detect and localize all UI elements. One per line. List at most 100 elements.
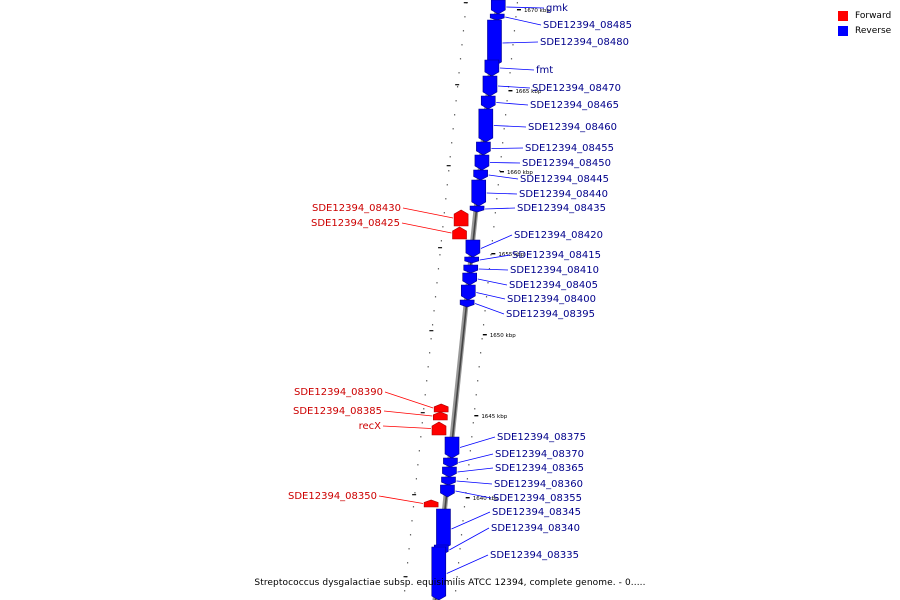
gene-leader-SDE12394_08385 <box>383 410 433 417</box>
gene-arrow-SDE12394_08480 <box>487 19 502 67</box>
gene-arrow-SDE12394_08445 <box>473 169 488 181</box>
gene-label-SDE12394_08470: SDE12394_08470 <box>532 83 621 94</box>
legend: Forward Reverse <box>838 8 891 38</box>
tick-dot-left <box>430 338 432 340</box>
gene-leader-SDE12394_08365 <box>457 467 494 473</box>
gene-arrow-SDE12394_08385 <box>433 411 448 421</box>
tick-dot-left <box>458 72 460 74</box>
gene-leader-SDE12394_08480 <box>502 41 539 44</box>
tick-dot-left <box>440 240 442 242</box>
gene-arrow-SDE12394_08375 <box>444 436 460 459</box>
gene-label-fmt: fmt <box>536 65 553 76</box>
scale-label: 1645 kbp <box>481 414 507 420</box>
tick-major-left <box>463 2 468 4</box>
tick-dot-right <box>484 310 486 312</box>
scale-tick <box>482 334 487 336</box>
gene-leader-SDE12394_08395 <box>474 303 505 315</box>
gene-arrow-SDE12394_08485 <box>489 13 505 21</box>
tick-dot-right <box>487 282 489 284</box>
scale-tick <box>499 171 504 173</box>
tick-dot-left <box>417 464 419 466</box>
tick-dot-right <box>459 548 461 550</box>
tick-dot-left <box>445 198 447 200</box>
tick-major-left <box>420 412 425 414</box>
tick-major-left <box>429 330 434 332</box>
gene-arrow-SDE12394_08460 <box>478 108 494 143</box>
scale-tick <box>465 497 470 499</box>
gene-label-SDE12394_08345: SDE12394_08345 <box>492 507 581 518</box>
gene-leader-SDE12394_08360 <box>456 480 493 485</box>
tick-dot-right <box>481 338 483 340</box>
tick-dot-left <box>429 352 431 354</box>
tick-dot-left <box>443 212 445 214</box>
tick-dot-right <box>466 478 469 480</box>
gene-label-SDE12394_08425: SDE12394_08425 <box>311 218 400 229</box>
gene-arrow-fmt <box>484 59 500 77</box>
scale-label: 1650 kbp <box>490 333 516 339</box>
tick-dot-left <box>452 128 454 130</box>
tick-dot-right <box>472 422 474 424</box>
gene-leader-recX <box>382 425 432 429</box>
tick-dot-left <box>464 16 466 18</box>
legend-forward: Forward <box>838 8 891 23</box>
gene-label-SDE12394_08375: SDE12394_08375 <box>497 432 586 443</box>
legend-reverse: Reverse <box>838 23 891 38</box>
gene-leader-SDE12394_08415 <box>479 254 511 261</box>
tick-dot-left <box>411 520 413 522</box>
tick-dot-right <box>482 324 485 326</box>
gene-arrow-SDE12394_08470 <box>482 75 498 97</box>
gene-arrow-SDE12394_08425 <box>452 226 467 240</box>
tick-dot-left <box>426 380 428 382</box>
tick-dot-right <box>478 366 480 368</box>
tick-dot-right <box>510 58 513 60</box>
genome-caption: Streptococcus dysgalactiae subsp. equisi… <box>254 578 646 588</box>
gene-arrow-SDE12394_08410 <box>463 264 479 274</box>
tick-dot-right <box>491 240 493 242</box>
gene-label-SDE12394_08400: SDE12394_08400 <box>507 294 596 305</box>
gene-label-SDE12394_08455: SDE12394_08455 <box>525 143 614 154</box>
tick-dot-left <box>449 156 451 158</box>
gene-label-SDE12394_08340: SDE12394_08340 <box>491 523 580 534</box>
gene-leader-SDE12394_08370 <box>458 453 494 463</box>
gene-arrow-SDE12394_08345 <box>436 508 451 550</box>
tick-dot-left <box>434 296 437 298</box>
gene-arrow-SDE12394_08440 <box>471 179 487 207</box>
tick-dot-right <box>503 128 505 130</box>
gene-label-SDE12394_08450: SDE12394_08450 <box>522 158 611 169</box>
gene-leader-SDE12394_08410 <box>478 268 509 271</box>
tick-major-left <box>438 247 443 249</box>
tick-dot-left <box>406 562 409 564</box>
tick-dot-right <box>463 506 466 508</box>
scale-label: 1655 kbp <box>498 252 524 258</box>
tick-dot-right <box>488 268 491 270</box>
gene-arrow-SDE12394_08435 <box>469 205 485 213</box>
scale-tick <box>508 90 513 92</box>
gene-label-SDE12394_08465: SDE12394_08465 <box>530 100 619 111</box>
legend-reverse-label: Reverse <box>855 25 892 36</box>
tick-dot-left <box>442 226 444 228</box>
gene-leader-SDE12394_08445 <box>488 174 519 180</box>
tick-major-left <box>403 576 408 578</box>
tick-dot-right <box>502 142 504 144</box>
gene-label-SDE12394_08405: SDE12394_08405 <box>509 280 598 291</box>
gene-arrow-SDE12394_08350 <box>423 499 439 508</box>
gene-leader-SDE12394_08405 <box>477 278 508 286</box>
tick-dot-left <box>423 408 425 410</box>
gene-leader-gmk <box>506 6 545 9</box>
tick-dot-left <box>461 44 463 46</box>
tick-dot-right <box>496 198 498 200</box>
gene-label-SDE12394_08395: SDE12394_08395 <box>506 309 595 320</box>
gene-leader-SDE12394_08350 <box>378 495 424 504</box>
gene-label-SDE12394_08480: SDE12394_08480 <box>540 37 629 48</box>
gene-label-recX: recX <box>359 421 382 432</box>
gene-leader-SDE12394_08435 <box>485 207 516 210</box>
gene-arrow-SDE12394_08390 <box>433 403 449 413</box>
gene-arrow-SDE12394_08430 <box>453 209 469 227</box>
tick-dot-left <box>431 324 434 326</box>
tick-dot-right <box>505 114 507 116</box>
tick-dot-right <box>462 520 464 522</box>
tick-dot-right <box>455 590 457 592</box>
tick-major-left <box>455 84 460 86</box>
tick-dot-right <box>516 2 518 4</box>
